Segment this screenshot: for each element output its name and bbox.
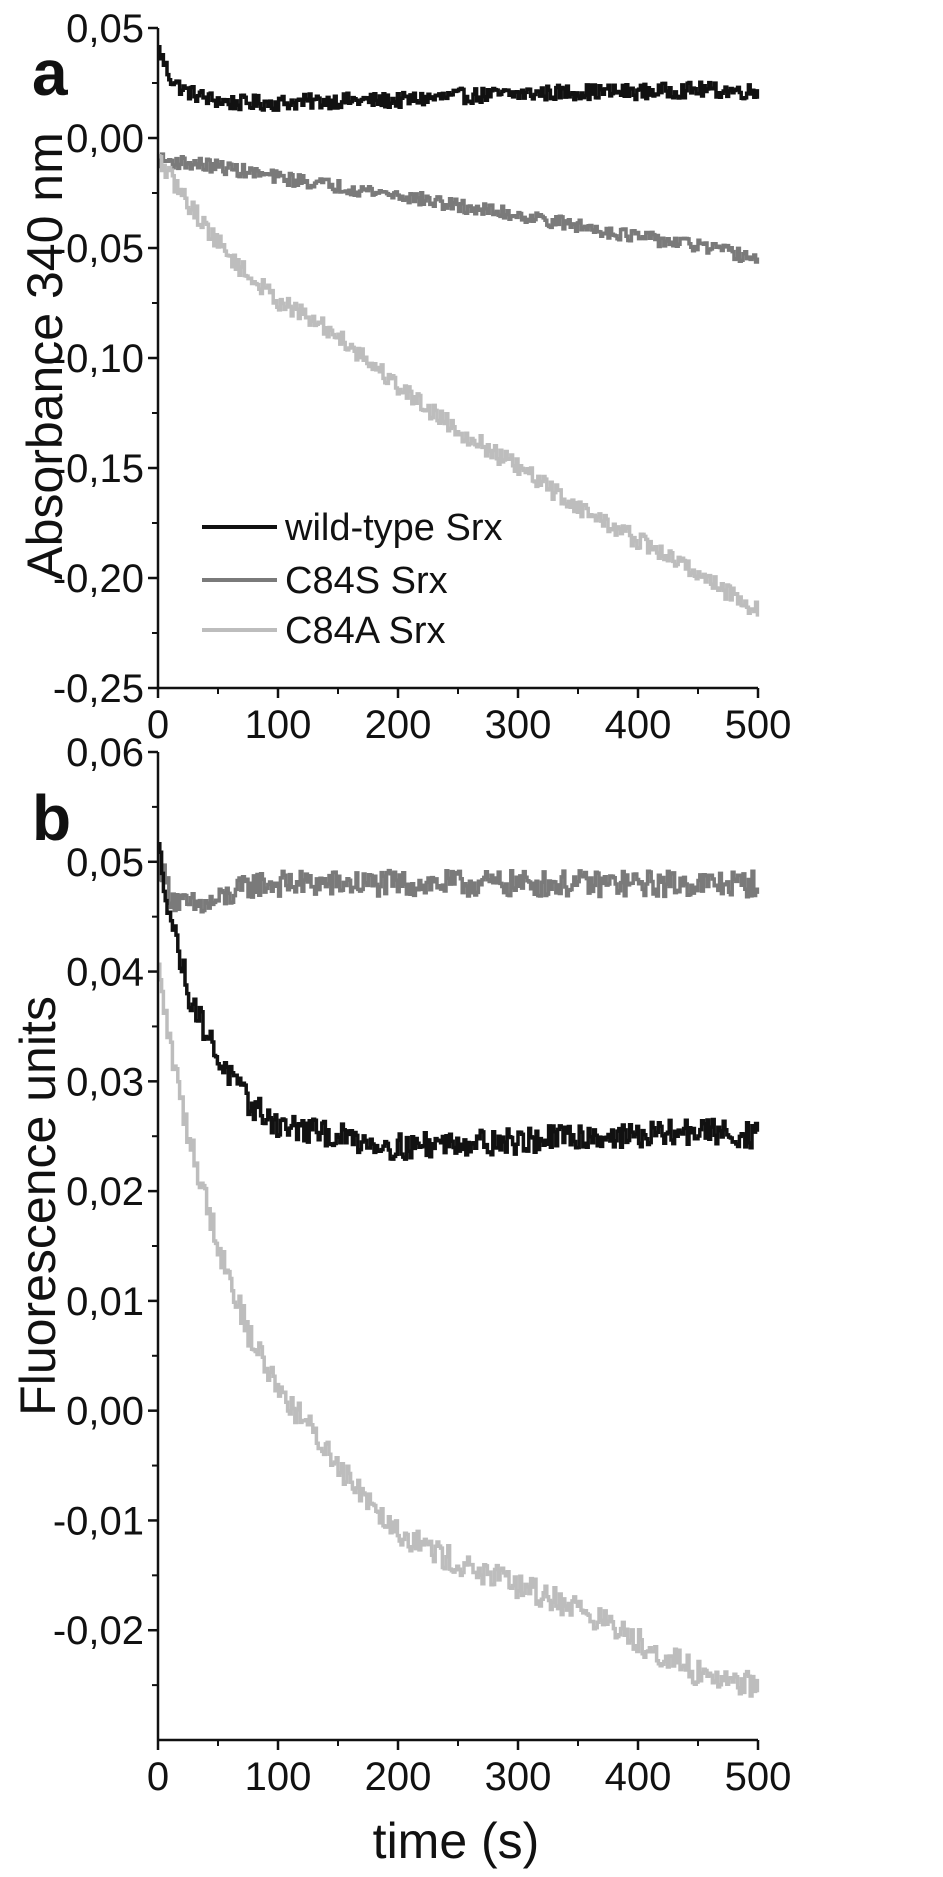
x-axis-title: time (s): [373, 1813, 540, 1869]
panel-a-y-tick-label: -0,10: [53, 337, 144, 381]
panel-a-series-2: [158, 152, 760, 264]
panel-b-x-tick-label: 400: [605, 1755, 672, 1799]
panel-b-y-tick-label: 0,05: [66, 841, 144, 885]
panel-b-x-tick-label: 200: [365, 1755, 432, 1799]
panel-b-y-tick-label: 0,02: [66, 1170, 144, 1214]
panel-b-y-tick-label: 0,03: [66, 1060, 144, 1104]
panel-a-x-tick-label: 0: [147, 703, 169, 747]
panel-a-series-1: [158, 44, 760, 112]
panel-b-y-tick-label: 0,00: [66, 1390, 144, 1434]
panel-a: a Absorbance 340 nm 0,05 0,00 -0,05 -0,10 -0…: [17, 7, 791, 747]
panel-a-y-axis-title: Absorbance 340 nm: [17, 132, 73, 580]
panel-b-y-tick-label: 0,04: [66, 951, 144, 995]
panel-b-y-tick-label: 0,06: [66, 731, 144, 775]
legend-label-c84s: C84S Srx: [285, 560, 448, 602]
panel-a-x-tick-label: 300: [485, 703, 552, 747]
panel-b-x-tick-label: 100: [245, 1755, 312, 1799]
panel-b-x-tick-label: 300: [485, 1755, 552, 1799]
panel-a-y-tick-label: -0,25: [53, 667, 144, 711]
panel-b: b Fluorescence units 0,060,050,040,030,0…: [10, 731, 791, 1869]
panel-a-series-3: [158, 154, 760, 617]
panel-b-x-tick-label: 500: [725, 1755, 792, 1799]
panel-a-x-tick-label: 400: [605, 703, 672, 747]
panel-b-y-tick-label: -0,02: [53, 1609, 144, 1653]
panel-a-y-tick-label: 0,05: [66, 7, 144, 51]
panel-b-y-axis-title: Fluorescence units: [10, 996, 66, 1416]
panel-b-y-tick-label: -0,01: [53, 1499, 144, 1543]
panel-b-series-3: [158, 962, 760, 1698]
panel-b-series-1: [158, 853, 760, 914]
panel-a-letter: a: [32, 37, 68, 109]
panel-b-series-2: [158, 842, 760, 1161]
panel-a-y-tick-label: -0,05: [53, 227, 144, 271]
panel-a-plot-area: 0,05 0,00 -0,05 -0,10 -0,15 -0,20 -0,250 100 200…: [53, 7, 792, 747]
panel-a-y-tick-label: -0,20: [53, 557, 144, 601]
panel-b-plot-area: 0,06 0,05 0,04 0,03 0,02 0,01 0,00 -0,01 -0,02 0 1…: [53, 731, 792, 1799]
panel-b-letter: b: [32, 782, 71, 854]
legend-label-wild-type: wild-type Srx: [284, 507, 503, 549]
panel-a-x-tick-label: 500: [725, 703, 792, 747]
panel-b-x-tick-label: 0: [147, 1755, 169, 1799]
panel-a-legend: wild-type Srx C84S Srx C84A Srx: [202, 507, 503, 652]
panel-a-x-tick-label: 200: [365, 703, 432, 747]
panel-b-y-tick-label: 0,01: [66, 1280, 144, 1324]
panel-a-x-tick-label: 100: [245, 703, 312, 747]
legend-label-c84a: C84A Srx: [285, 610, 446, 652]
panel-a-y-tick-label: 0,00: [66, 117, 144, 161]
panel-a-y-tick-label: -0,15: [53, 447, 144, 491]
